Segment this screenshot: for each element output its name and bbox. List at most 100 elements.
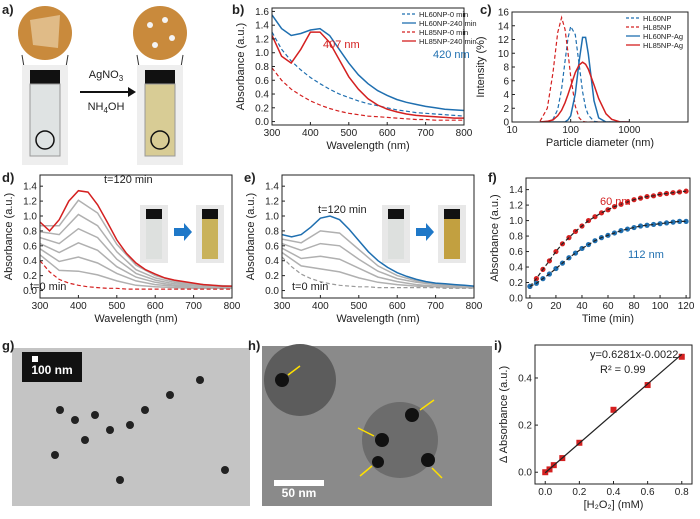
line [272,67,464,121]
panel-label: a) [2,2,14,17]
y-axis-label: Absorbance (a.u.) [235,23,247,110]
y-tick-label: 0.4 [23,256,37,267]
x-tick-label: 300 [32,301,49,312]
annotation: t=120 min [104,174,153,186]
x-axis-label: Time (min) [582,313,634,325]
series-label: 112 nm [628,249,664,261]
y-tick-label: 2 [503,104,509,115]
line [282,247,474,289]
x-tick-label: 0.4 [607,487,621,498]
particle [152,42,158,48]
reagent-sub: 3 [119,74,124,83]
tem-h: 50 nm [262,344,492,506]
reagent-sub: 4 [103,106,108,115]
x-tick-label: 60 [602,301,614,312]
point [676,218,683,224]
series-label: 60 nm [600,196,631,208]
axes-frame [281,174,475,299]
y-tick-label: 0.0 [265,286,279,297]
legend-label: HL85NP-Ag [643,41,683,50]
x-tick-label: 20 [550,301,562,312]
vial-cap [146,209,162,219]
scale-label: 50 nm [282,486,317,500]
x-tick-label: 400 [312,301,329,312]
x-axis-label: Particle diameter (nm) [546,137,654,149]
vial [29,83,61,157]
particle [126,421,134,429]
point [663,220,670,226]
vial [444,219,460,259]
particle [421,453,435,467]
x-tick-label: 0.6 [641,487,655,498]
particle [91,411,99,419]
y-tick-label: 1.2 [255,34,269,45]
x-tick-label: 800 [466,301,483,312]
x-tick-label: 100 [652,301,669,312]
line [272,14,464,112]
pointer [431,467,443,479]
y-axis-label: Δ Absorbance (a.u.) [498,366,510,463]
point [683,218,689,224]
y-tick-label: 1.4 [255,21,269,32]
point [644,222,650,228]
line [272,31,464,119]
point [598,210,605,216]
vial-cap [30,70,60,84]
x-tick-label: 700 [417,128,434,139]
y-tick-label: 0.8 [255,62,269,73]
y-tick-label: 0.6 [509,247,523,258]
y-tick-label: 0.8 [265,226,279,237]
vial-inset [140,205,466,263]
y-tick-label: 10 [498,49,510,60]
y-tick-label: 0.6 [23,241,37,252]
panel-label: f) [488,170,497,185]
line [282,215,474,287]
point [610,406,617,413]
reagent-text: OH [108,101,125,113]
arrow [174,223,192,241]
x-tick-label: 700 [427,301,444,312]
point [637,223,644,229]
point [631,224,637,231]
y-tick-label: 0.8 [23,226,37,237]
x-tick-label: 700 [185,301,202,312]
x-tick-label: 600 [379,128,396,139]
line [282,256,474,289]
y-tick-label: 0.0 [23,286,37,297]
y-tick-label: 12 [498,35,510,46]
annotation: R² = 0.99 [600,364,646,376]
legend-label: HL60NP-240 min [419,19,477,28]
fit-line [544,353,683,474]
point [670,219,676,225]
y-tick-label: 1.0 [509,216,523,227]
y-tick-label: 1.2 [23,197,37,208]
legend-label: HL60NP-0 min [419,10,468,19]
legend-label: HL60NP-Ag [643,32,683,41]
y-tick-label: 1.0 [255,48,269,59]
point [592,214,598,220]
particle [162,17,168,23]
y-tick-label: 1.2 [509,201,523,212]
vesicle [264,344,336,416]
legend-label: HL85NP [643,23,671,32]
point [678,353,685,360]
y-axis-label: Absorbance (a.u.) [489,194,501,281]
annotation: y=0.6281x-0.0022 [590,349,678,361]
x-axis-label: [H₂O₂] (mM) [584,499,644,511]
line [40,241,232,289]
y-tick-label: 4 [503,90,509,101]
x-tick-label: 10 [506,125,518,136]
y-axis-label: Absorbance (a.u.) [3,193,15,280]
x-tick-label: 500 [108,301,125,312]
x-tick-label: 120 [678,301,695,312]
arrow-head [128,87,136,97]
panel-label: i) [494,338,502,353]
x-tick-label: 0.0 [538,487,552,498]
panel-label: g) [2,338,14,353]
vial-cap [388,209,404,219]
line [40,260,232,290]
y-tick-label: 0.4 [265,256,279,267]
